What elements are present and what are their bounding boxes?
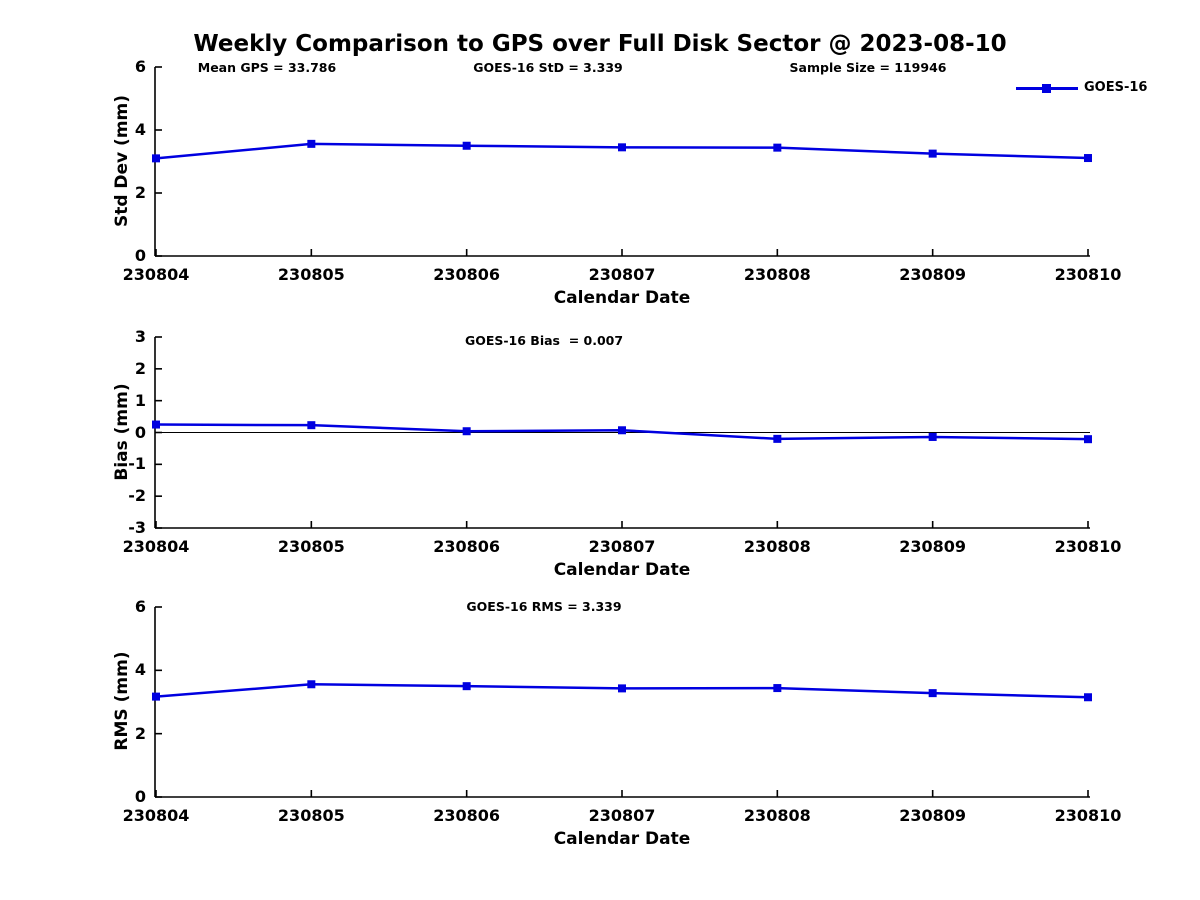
goes16-rms-annotation: GOES-16 RMS = 3.339: [466, 599, 622, 614]
goes16-bias-annotation: GOES-16 Bias = 0.007: [464, 333, 624, 348]
y-tick-label: 4: [134, 120, 146, 139]
y-tick-label: 2: [134, 183, 146, 202]
x-tick-label: 230809: [899, 806, 967, 825]
data-point-marker: [307, 139, 316, 148]
y-tick-label: 0: [134, 422, 146, 442]
figure-title: Weekly Comparison to GPS over Full Disk …: [193, 31, 1007, 57]
x-tick-label: 230807: [588, 265, 656, 284]
x-axis-label-calendar-date-1: Calendar Date: [553, 288, 691, 308]
x-tick-label: 230804: [122, 806, 190, 825]
x-axis-label-calendar-date-2: Calendar Date: [553, 560, 691, 580]
data-point-marker: [462, 141, 471, 150]
x-tick-label: 230810: [1054, 806, 1122, 825]
x-tick-label: 230806: [433, 265, 501, 284]
data-point-marker: [618, 143, 626, 152]
data-point-marker: [1084, 435, 1092, 444]
data-point-marker: [462, 427, 471, 436]
data-point-marker: [928, 149, 937, 158]
legend-marker-sample: [1042, 84, 1051, 93]
data-point-marker: [618, 426, 626, 435]
y-tick-label: 0: [134, 787, 146, 806]
data-point-marker: [928, 432, 937, 441]
x-tick-label: 230808: [743, 537, 811, 556]
y-tick-label: 6: [134, 57, 146, 76]
x-tick-label: 230808: [743, 265, 811, 284]
x-tick-label: 230808: [743, 806, 811, 825]
x-tick-label: 230805: [277, 537, 345, 556]
x-tick-label: 230810: [1054, 537, 1122, 556]
data-point-marker: [152, 692, 160, 701]
data-point-marker: [307, 680, 316, 689]
y-tick-label: 0: [134, 246, 146, 265]
x-tick-label: 230804: [122, 537, 190, 556]
subplot-std-dev: [152, 66, 1092, 257]
y-tick-label: -2: [128, 486, 146, 506]
data-point-marker: [307, 421, 316, 430]
data-point-marker: [152, 420, 160, 429]
x-tick-label: 230807: [588, 806, 656, 825]
data-point-marker: [618, 684, 626, 693]
x-tick-label: 230807: [588, 537, 656, 556]
y-tick-label: 6: [134, 597, 146, 616]
data-point-marker: [928, 689, 937, 698]
y-tick-label: 4: [134, 660, 146, 680]
data-point-marker: [152, 154, 160, 163]
x-axis-label-calendar-date-3: Calendar Date: [553, 829, 691, 849]
data-point-marker: [1084, 154, 1092, 163]
y-tick-label: -3: [128, 518, 146, 537]
sample-size-annotation: Sample Size = 119946: [789, 60, 947, 75]
goes16-std-annotation: GOES-16 StD = 3.339: [473, 60, 623, 75]
data-point-marker: [1084, 693, 1092, 702]
y-tick-label: 1: [134, 390, 146, 410]
mean-gps-annotation: Mean GPS = 33.786: [197, 60, 337, 75]
data-point-marker: [462, 682, 471, 691]
x-tick-label: 230805: [277, 806, 345, 825]
x-tick-label: 230810: [1054, 265, 1122, 284]
y-tick-label: 2: [134, 358, 146, 378]
x-tick-label: 230809: [899, 265, 967, 284]
legend-label: GOES-16: [1084, 80, 1148, 95]
data-point-marker: [773, 684, 782, 693]
x-tick-label: 230804: [122, 265, 190, 284]
x-tick-label: 230805: [277, 265, 345, 284]
subplot-rms: [152, 606, 1092, 798]
y-tick-label: 2: [134, 723, 146, 743]
x-tick-label: 230806: [433, 806, 501, 825]
data-point-marker: [773, 143, 782, 152]
y-tick-label: -1: [128, 454, 146, 474]
y-tick-label: 3: [134, 327, 146, 346]
x-tick-label: 230809: [899, 537, 967, 556]
x-tick-label: 230806: [433, 537, 501, 556]
data-point-marker: [773, 434, 782, 443]
subplot-bias: [152, 336, 1092, 529]
